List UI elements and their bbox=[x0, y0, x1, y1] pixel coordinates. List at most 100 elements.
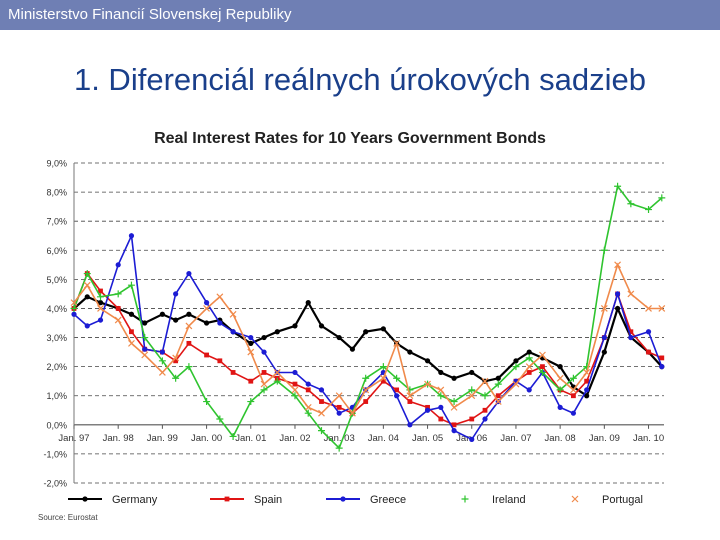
data-point bbox=[658, 305, 666, 312]
x-tick-label: Jan. 09 bbox=[589, 433, 620, 444]
data-point bbox=[538, 368, 546, 376]
data-point bbox=[539, 351, 546, 359]
data-point bbox=[173, 317, 179, 323]
data-point bbox=[318, 323, 325, 329]
data-point bbox=[349, 346, 356, 352]
data-point bbox=[362, 374, 370, 382]
data-point bbox=[614, 305, 621, 312]
legend-item-greece: Greece bbox=[326, 494, 406, 506]
data-point bbox=[273, 377, 281, 385]
data-point bbox=[186, 340, 192, 346]
legend-item-germany: Germany bbox=[68, 494, 158, 506]
y-tick-label: 4,0% bbox=[46, 304, 67, 314]
x-tick-label: Jan. 01 bbox=[235, 433, 266, 444]
data-point bbox=[645, 206, 653, 214]
data-point bbox=[261, 370, 267, 375]
data-point bbox=[97, 300, 104, 306]
data-point bbox=[84, 323, 90, 329]
data-point bbox=[305, 381, 311, 387]
x-tick-label: Jan. 97 bbox=[58, 433, 89, 444]
data-point bbox=[557, 404, 563, 410]
data-point bbox=[450, 398, 458, 406]
data-point bbox=[127, 281, 135, 289]
data-point bbox=[229, 310, 237, 318]
data-point bbox=[362, 386, 370, 394]
data-point bbox=[571, 393, 576, 399]
y-tick-label: 2,0% bbox=[46, 362, 67, 372]
data-point bbox=[230, 329, 236, 335]
data-point bbox=[83, 281, 91, 289]
x-tick-label: Jan. 03 bbox=[324, 433, 355, 444]
data-point bbox=[601, 334, 607, 341]
data-point bbox=[260, 380, 268, 388]
data-point bbox=[340, 496, 346, 502]
data-point bbox=[584, 393, 590, 399]
data-point bbox=[495, 375, 501, 381]
x-tick-label: Jan. 02 bbox=[279, 433, 310, 444]
chart-container: Real Interest Rates for 10 Years Governm… bbox=[28, 118, 670, 528]
data-point bbox=[614, 182, 622, 190]
x-tick-label: Jan. 05 bbox=[412, 433, 443, 444]
data-point bbox=[513, 358, 519, 364]
data-point bbox=[584, 387, 590, 393]
data-point bbox=[114, 290, 122, 298]
y-tick-label: 1,0% bbox=[46, 391, 67, 401]
data-point bbox=[540, 364, 545, 370]
data-point bbox=[317, 427, 325, 435]
data-point bbox=[172, 374, 180, 382]
data-point bbox=[526, 370, 532, 375]
data-point bbox=[305, 300, 311, 306]
data-point bbox=[217, 320, 223, 326]
series-spain bbox=[71, 271, 665, 428]
data-point bbox=[468, 386, 476, 394]
data-point bbox=[128, 233, 135, 239]
data-point bbox=[336, 410, 342, 416]
data-point bbox=[141, 334, 149, 342]
data-point bbox=[261, 334, 267, 341]
data-point bbox=[512, 363, 520, 371]
chart-series bbox=[70, 182, 666, 452]
data-point bbox=[438, 416, 444, 422]
data-point bbox=[556, 386, 564, 394]
data-point bbox=[261, 349, 267, 355]
data-point bbox=[84, 294, 90, 300]
y-tick-label: -1,0% bbox=[43, 449, 67, 459]
data-point bbox=[115, 306, 121, 311]
data-point bbox=[379, 374, 387, 382]
data-point bbox=[142, 320, 148, 326]
data-point bbox=[158, 369, 166, 376]
data-point bbox=[248, 334, 254, 341]
data-point bbox=[614, 291, 621, 297]
data-point bbox=[407, 422, 413, 428]
x-axis: Jan. 97 Jan. 98 Jan. 99 Jan. 00 Jan. 01 Jan. … bbox=[58, 424, 664, 444]
x-tick-label: Jan. 04 bbox=[368, 433, 399, 444]
data-point bbox=[645, 305, 652, 312]
data-point bbox=[129, 329, 134, 335]
x-tick-label: Jan. 07 bbox=[500, 433, 531, 444]
data-point bbox=[437, 386, 445, 394]
data-point bbox=[525, 363, 533, 371]
data-point bbox=[185, 363, 193, 371]
data-point bbox=[335, 392, 343, 400]
chart-legend: Germany Spain Greece Ireland Portugal bbox=[68, 494, 643, 506]
data-point bbox=[614, 261, 622, 269]
data-point bbox=[230, 370, 236, 375]
data-point bbox=[318, 387, 325, 393]
data-point bbox=[646, 349, 651, 355]
data-point bbox=[451, 428, 457, 434]
data-point bbox=[380, 326, 386, 332]
data-point bbox=[393, 339, 401, 347]
data-point bbox=[469, 369, 475, 376]
header-bar: Ministerstvo Financií Slovenskej Republi… bbox=[0, 0, 720, 30]
series-line-ireland bbox=[73, 184, 663, 450]
y-tick-label: 3,0% bbox=[46, 333, 67, 343]
data-point bbox=[247, 348, 255, 356]
data-point bbox=[526, 387, 532, 393]
data-point bbox=[450, 403, 458, 411]
data-point bbox=[82, 496, 88, 502]
data-point bbox=[425, 404, 430, 410]
data-point bbox=[98, 288, 103, 294]
y-tick-label: 0,0% bbox=[46, 420, 67, 430]
series-ireland bbox=[70, 182, 666, 452]
data-point bbox=[438, 369, 444, 376]
